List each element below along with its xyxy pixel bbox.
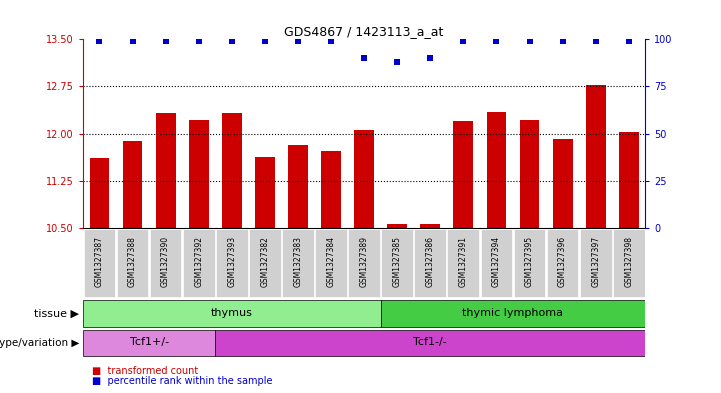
FancyBboxPatch shape [580,230,611,297]
FancyBboxPatch shape [282,230,314,297]
Bar [123,141,143,228]
Bar [619,132,639,228]
FancyBboxPatch shape [150,230,182,297]
Text: GSM1327389: GSM1327389 [360,237,368,287]
Bar [420,224,441,228]
FancyBboxPatch shape [481,230,513,297]
Bar [354,130,374,228]
Text: ■  transformed count: ■ transformed count [92,366,198,376]
Text: GSM1327387: GSM1327387 [95,237,104,287]
Text: GSM1327392: GSM1327392 [194,237,203,287]
FancyBboxPatch shape [83,330,216,356]
Text: GSM1327390: GSM1327390 [161,236,170,287]
Text: GSM1327383: GSM1327383 [293,237,302,287]
Bar [288,145,308,228]
Point [325,38,337,44]
Text: GSM1327396: GSM1327396 [558,236,567,287]
Text: GSM1327391: GSM1327391 [459,237,468,287]
Point [590,38,601,44]
FancyBboxPatch shape [381,300,645,327]
Point [523,38,535,44]
Point [94,38,105,44]
Bar [454,121,473,228]
Bar [156,114,175,228]
FancyBboxPatch shape [547,230,578,297]
FancyBboxPatch shape [415,230,446,297]
Text: thymus: thymus [211,308,253,318]
FancyBboxPatch shape [381,230,413,297]
Point [292,38,304,44]
Bar [553,139,572,228]
Text: GSM1327397: GSM1327397 [591,236,600,287]
Point [557,38,568,44]
Text: thymic lymphoma: thymic lymphoma [462,308,564,318]
Point [193,38,205,44]
Title: GDS4867 / 1423113_a_at: GDS4867 / 1423113_a_at [284,25,444,38]
FancyBboxPatch shape [315,230,347,297]
Bar [89,158,110,228]
Text: GSM1327385: GSM1327385 [393,237,402,287]
Bar [222,114,242,228]
Text: GSM1327386: GSM1327386 [426,237,435,287]
Text: Tcf1-/-: Tcf1-/- [413,337,447,347]
Text: GSM1327394: GSM1327394 [492,236,501,287]
Point [127,38,138,44]
FancyBboxPatch shape [249,230,280,297]
Point [425,55,436,61]
Text: GSM1327382: GSM1327382 [260,237,270,287]
Point [491,38,503,44]
Point [226,38,237,44]
FancyBboxPatch shape [117,230,149,297]
Text: GSM1327393: GSM1327393 [227,236,236,287]
FancyBboxPatch shape [216,230,247,297]
Point [623,38,634,44]
FancyBboxPatch shape [448,230,479,297]
FancyBboxPatch shape [513,230,545,297]
FancyBboxPatch shape [216,330,645,356]
Text: GSM1327395: GSM1327395 [525,236,534,287]
Text: tissue ▶: tissue ▶ [35,309,79,318]
FancyBboxPatch shape [83,300,381,327]
Point [358,55,370,61]
Text: ■  percentile rank within the sample: ■ percentile rank within the sample [92,376,272,386]
FancyBboxPatch shape [183,230,215,297]
Point [259,38,270,44]
Text: Tcf1+/-: Tcf1+/- [130,337,169,347]
Bar [189,120,208,228]
FancyBboxPatch shape [613,230,645,297]
Point [392,59,403,65]
Bar [321,151,341,228]
Text: GSM1327384: GSM1327384 [327,237,335,287]
Bar [387,224,407,228]
Text: GSM1327398: GSM1327398 [624,237,633,287]
Bar [520,120,539,228]
Bar [585,84,606,228]
FancyBboxPatch shape [84,230,115,297]
Text: genotype/variation ▶: genotype/variation ▶ [0,338,79,348]
Bar [255,157,275,228]
Bar [487,112,506,228]
Point [160,38,172,44]
Text: GSM1327388: GSM1327388 [128,237,137,287]
Point [458,38,469,44]
FancyBboxPatch shape [348,230,380,297]
